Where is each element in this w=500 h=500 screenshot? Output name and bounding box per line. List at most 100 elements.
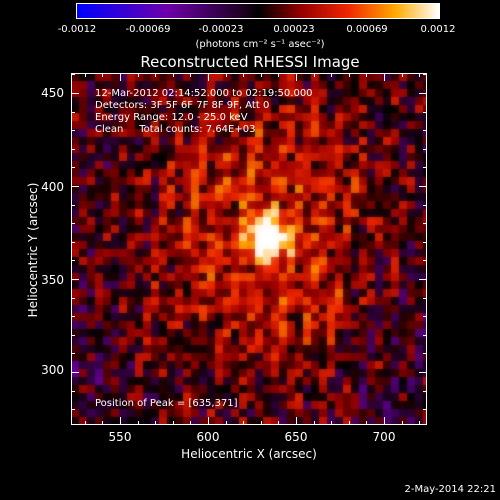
axis-tick-mark [296, 73, 297, 81]
axis-tick-mark [331, 421, 333, 425]
colorbar-tick: -0.00023 [198, 24, 244, 35]
axis-tick-mark [190, 421, 192, 425]
axis-tick-mark [423, 204, 427, 206]
axis-tick-mark [172, 73, 174, 77]
axis-tick-mark [423, 167, 427, 169]
axis-tick-mark [423, 260, 427, 262]
axis-tick-mark [155, 421, 157, 425]
axis-tick-mark [384, 73, 385, 81]
axis-tick-mark [423, 223, 427, 225]
energy-range: Energy Range: 12.0 - 25.0 keV [95, 112, 248, 123]
detectors-info: Detectors: 3F 5F 6F 7F 8F 9F, Att 0 [95, 100, 270, 111]
axis-tick-mark [71, 204, 75, 206]
x-axis-label: Heliocentric X (arcsec) [181, 447, 317, 461]
axis-tick-mark [208, 417, 209, 425]
axis-tick-mark [419, 186, 427, 187]
colorbar-unit: (photons cm⁻² s⁻¹ asec⁻²) [195, 39, 325, 50]
axis-tick-mark [423, 390, 427, 392]
axis-tick-mark [243, 73, 245, 77]
time-range: 12-Mar-2012 02:14:52.000 to 02:19:50.000 [95, 88, 313, 99]
x-tick-label: 600 [196, 430, 220, 444]
axis-tick-mark [120, 417, 121, 425]
clean-counts: Clean Total counts: 7.64E+03 [95, 124, 256, 135]
axis-tick-mark [423, 74, 427, 76]
page-title: Reconstructed RHESSI Image [140, 53, 360, 71]
axis-tick-mark [401, 73, 403, 77]
peak-position: Position of Peak = [635,371] [95, 398, 238, 409]
axis-tick-mark [313, 421, 315, 425]
axis-tick-mark [137, 421, 139, 425]
axis-tick-mark [366, 421, 368, 425]
axis-tick-mark [243, 421, 245, 425]
rhessi-image [71, 73, 427, 425]
colorbar-tick: -0.00069 [125, 24, 171, 35]
axis-tick-mark [208, 73, 209, 81]
axis-tick-mark [120, 73, 121, 81]
axis-tick-mark [71, 223, 75, 225]
axis-tick-mark [102, 73, 104, 77]
axis-tick-mark [71, 297, 75, 299]
axis-tick-mark [172, 421, 174, 425]
axis-tick-mark [137, 73, 139, 77]
axis-tick-mark [423, 148, 427, 150]
axis-tick-mark [71, 409, 75, 411]
axis-tick-mark [71, 353, 75, 355]
colorbar-tick: 0.00023 [273, 24, 315, 35]
y-tick-label: 350 [41, 273, 64, 287]
axis-tick-mark [71, 316, 75, 318]
axis-tick-mark [71, 279, 79, 280]
axis-tick-mark [260, 421, 262, 425]
axis-tick-mark [71, 241, 75, 243]
axis-tick-mark [423, 409, 427, 411]
colorbar-tick: 0.00069 [346, 24, 388, 35]
axis-tick-mark [419, 421, 421, 425]
x-tick-label: 650 [284, 430, 308, 444]
axis-tick-mark [331, 73, 333, 77]
axis-tick-mark [278, 421, 280, 425]
axis-tick-mark [71, 111, 75, 113]
axis-tick-mark [313, 73, 315, 77]
axis-tick-mark [296, 417, 297, 425]
axis-tick-mark [71, 334, 75, 336]
plot-date: 2-May-2014 22:21 [404, 484, 496, 495]
axis-tick-mark [423, 111, 427, 113]
y-tick-label: 300 [41, 363, 64, 377]
axis-tick-mark [71, 186, 79, 187]
colorbar-tick: -0.0012 [57, 24, 97, 35]
axis-tick-mark [384, 417, 385, 425]
y-axis-label: Heliocentric Y (arcsec) [26, 182, 40, 318]
axis-tick-mark [366, 73, 368, 77]
axis-tick-mark [348, 421, 350, 425]
axis-tick-mark [71, 93, 79, 94]
axis-tick-mark [423, 297, 427, 299]
y-tick-label: 450 [41, 86, 64, 100]
axis-tick-mark [419, 372, 427, 373]
axis-tick-mark [423, 316, 427, 318]
axis-tick-mark [71, 390, 75, 392]
axis-tick-mark [84, 421, 86, 425]
axis-tick-mark [419, 93, 427, 94]
y-tick-label: 400 [41, 180, 64, 194]
axis-tick-mark [71, 148, 75, 150]
axis-tick-mark [225, 421, 227, 425]
axis-tick-mark [419, 279, 427, 280]
axis-tick-mark [423, 130, 427, 132]
axis-tick-mark [71, 372, 79, 373]
axis-tick-mark [419, 73, 421, 77]
x-tick-label: 550 [108, 430, 132, 444]
axis-tick-mark [225, 73, 227, 77]
axis-tick-mark [401, 421, 403, 425]
axis-tick-mark [190, 73, 192, 77]
axis-tick-mark [423, 353, 427, 355]
axis-tick-mark [71, 130, 75, 132]
colorbar [76, 3, 440, 19]
axis-tick-mark [155, 73, 157, 77]
image-plot [71, 73, 427, 425]
axis-tick-mark [84, 73, 86, 77]
axis-tick-mark [348, 73, 350, 77]
axis-tick-mark [71, 260, 75, 262]
axis-tick-mark [260, 73, 262, 77]
axis-tick-mark [423, 241, 427, 243]
colorbar-tick: 0.0012 [420, 24, 456, 35]
x-tick-label: 700 [372, 430, 396, 444]
